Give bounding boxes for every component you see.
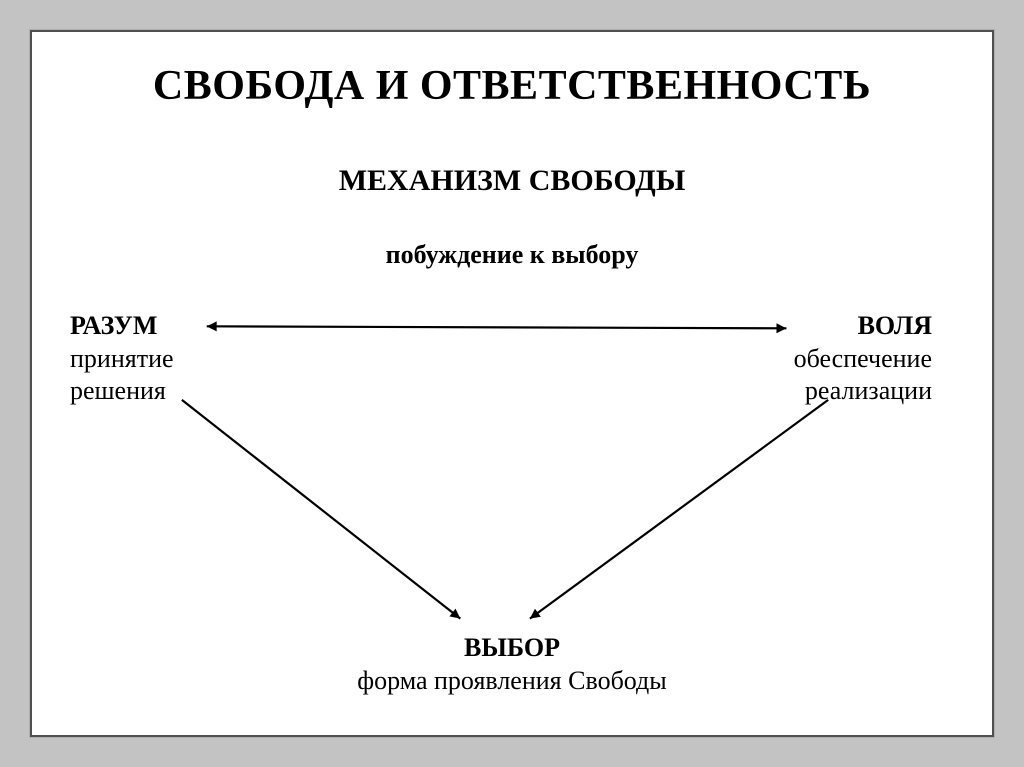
edge-left-bottom (182, 400, 460, 619)
node-will: ВОЛЯ обеспечение реализации (794, 310, 932, 408)
node-choice: ВЫБОР форма проявления Свободы (32, 632, 992, 697)
node-will-head: ВОЛЯ (794, 310, 932, 343)
main-title: СВОБОДА И ОТВЕТСТВЕННОСТЬ (32, 62, 992, 110)
node-choice-head: ВЫБОР (464, 633, 560, 662)
node-reason-head: РАЗУМ (70, 310, 174, 343)
node-choice-sub: форма проявления Свободы (32, 665, 992, 698)
prompt-text: побуждение к выбору (32, 240, 992, 270)
subtitle: МЕХАНИЗМ СВОБОДЫ (32, 164, 992, 198)
edge-left-right (207, 326, 787, 328)
edge-right-bottom (530, 400, 828, 619)
node-reason-sub1: принятие (70, 343, 174, 376)
node-reason: РАЗУМ принятие решения (70, 310, 174, 408)
slide: СВОБОДА И ОТВЕТСТВЕННОСТЬ МЕХАНИЗМ СВОБО… (30, 30, 994, 737)
node-will-sub1: обеспечение (794, 343, 932, 376)
node-reason-sub2: решения (70, 375, 174, 408)
node-will-sub2: реализации (794, 375, 932, 408)
